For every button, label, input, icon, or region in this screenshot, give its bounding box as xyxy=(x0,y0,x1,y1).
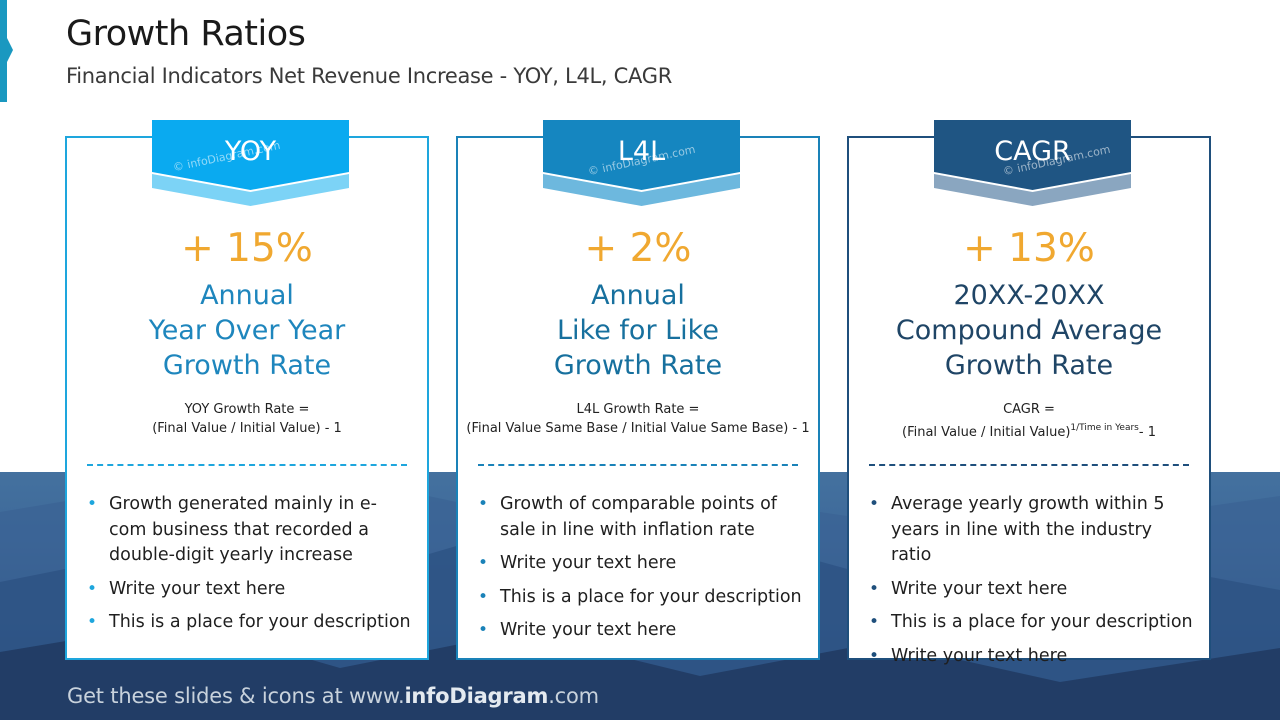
cagr-percent: + 13% xyxy=(963,226,1095,271)
side-accent-bar xyxy=(0,0,13,102)
list-item: Write your text here xyxy=(869,577,1195,603)
yoy-percent: + 15% xyxy=(181,226,313,271)
dashed-divider xyxy=(869,464,1189,466)
l4l-formula: L4L Growth Rate = (Final Value Same Base… xyxy=(466,402,810,436)
page-title: Growth Ratios xyxy=(66,14,306,54)
footer-link[interactable]: Get these slides & icons at www.infoDiag… xyxy=(67,684,599,708)
tab-l4l: L4L © infoDiagram.com xyxy=(543,120,740,208)
yoy-formula: YOY Growth Rate = (Final Value / Initial… xyxy=(152,402,342,436)
list-item: Growth of comparable points of sale in l… xyxy=(478,492,804,543)
tab-yoy-label: YOY xyxy=(224,136,277,167)
cagr-bullet-list: Average yearly growth within 5 years in … xyxy=(869,492,1195,677)
list-item: Write your text here xyxy=(869,644,1195,670)
l4l-bullet-list: Growth of comparable points of sale in l… xyxy=(478,492,804,652)
list-item: This is a place for your description xyxy=(478,585,804,611)
tab-cagr-label: CAGR xyxy=(994,136,1071,167)
cagr-formula: CAGR = (Final Value / Initial Value)1/Ti… xyxy=(902,402,1156,440)
yoy-metric-title: Annual Year Over Year Growth Rate xyxy=(148,280,346,381)
page-subtitle: Financial Indicators Net Revenue Increas… xyxy=(66,64,672,88)
card-l4l: L4L © infoDiagram.com + 2% Annual Like f… xyxy=(456,120,820,660)
tab-l4l-label: L4L xyxy=(617,136,666,167)
list-item: Write your text here xyxy=(87,577,413,603)
dashed-divider xyxy=(478,464,798,466)
l4l-percent: + 2% xyxy=(584,226,692,271)
dashed-divider xyxy=(87,464,407,466)
yoy-bullet-list: Growth generated mainly in e-com busines… xyxy=(87,492,413,644)
list-item: Growth generated mainly in e-com busines… xyxy=(87,492,413,569)
list-item: Write your text here xyxy=(478,551,804,577)
list-item: This is a place for your description xyxy=(87,610,413,636)
list-item: Average yearly growth within 5 years in … xyxy=(869,492,1195,569)
list-item: Write your text here xyxy=(478,618,804,644)
card-cagr: CAGR © infoDiagram.com + 13% 20XX-20XX C… xyxy=(847,120,1211,669)
tab-cagr: CAGR © infoDiagram.com xyxy=(934,120,1131,208)
cagr-metric-title: 20XX-20XX Compound Average Growth Rate xyxy=(895,280,1163,381)
l4l-metric-title: Annual Like for Like Growth Rate xyxy=(553,280,723,381)
tab-yoy: YOY © infoDiagram.com xyxy=(152,120,349,208)
card-yoy: YOY © infoDiagram.com + 15% Annual Year … xyxy=(65,120,429,660)
list-item: This is a place for your description xyxy=(869,610,1195,636)
